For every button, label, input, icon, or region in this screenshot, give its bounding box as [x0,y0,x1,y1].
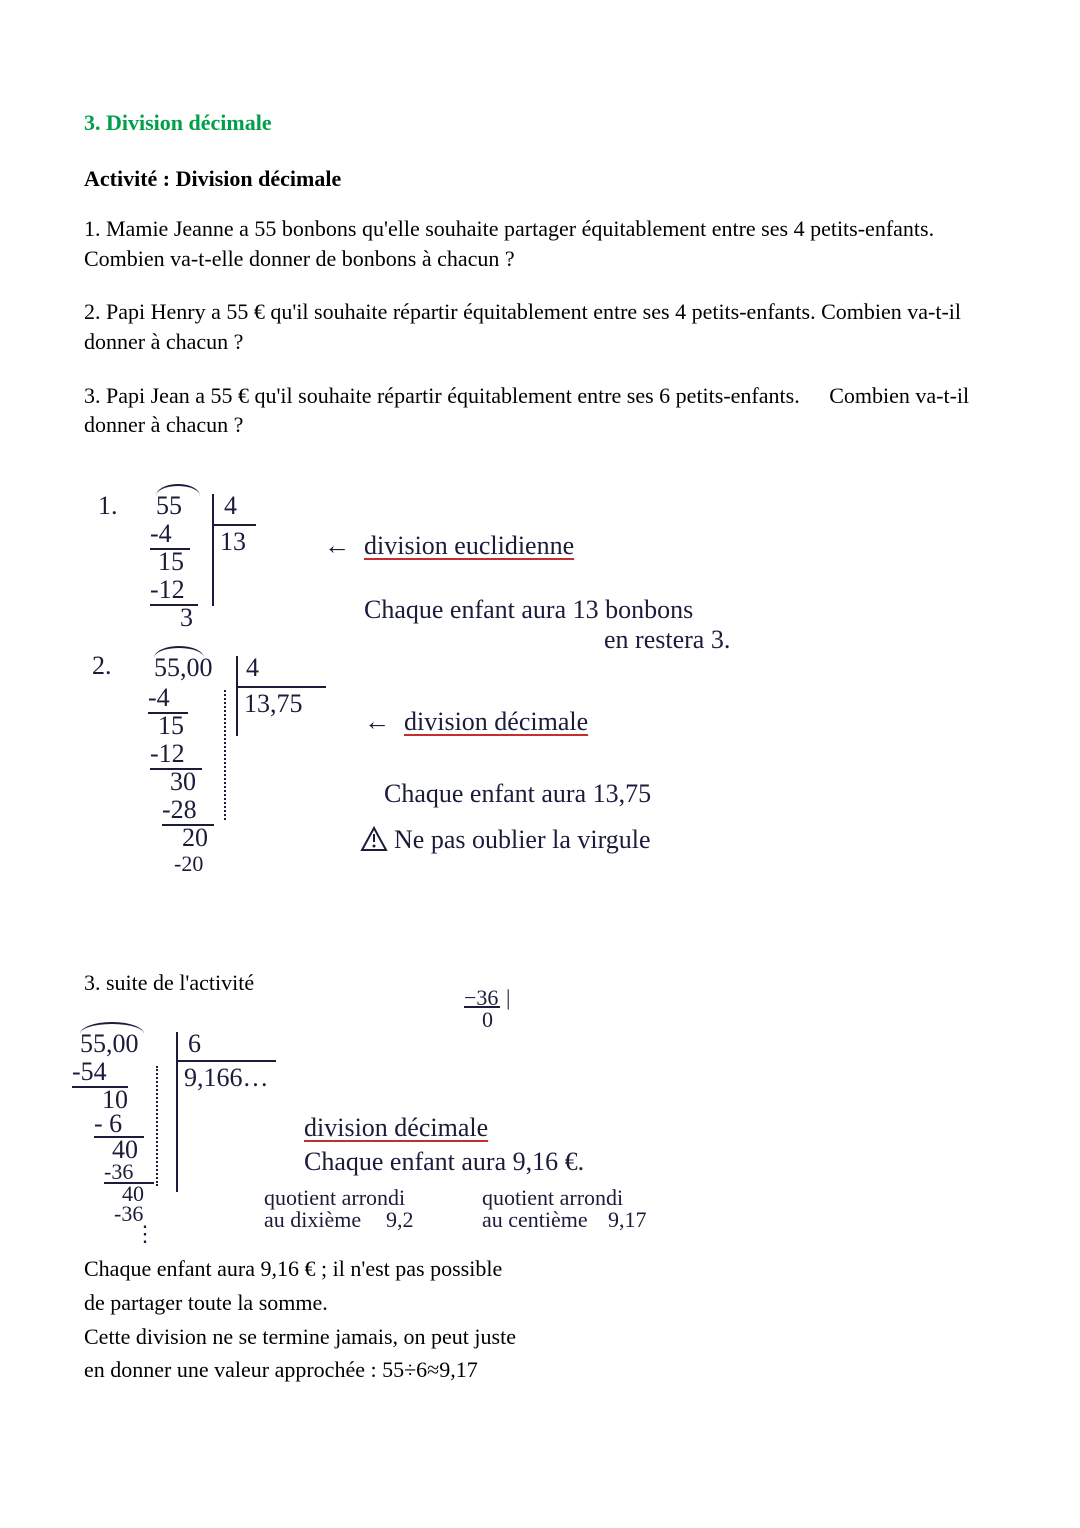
hand-txt2a: Chaque enfant aura 13,75 [384,778,651,811]
round-dix-lbl2: au dixième [264,1206,361,1234]
d1-r2: 3 [180,602,193,635]
division-vbar [212,494,214,606]
problem-3-line-c: donner à chacun ? [84,412,243,437]
bottom-l3: Cette division ne se termine jamais, on … [84,1322,996,1352]
d2-s4: -20 [174,850,203,878]
problem-1-line-b: Combien va-t-elle donner de bonbons à ch… [84,246,515,271]
arrow-left-icon: ← [364,706,390,739]
hand-txt1a: Chaque enfant aura 13 bonbons [364,594,693,627]
d1-q: 13 [220,526,246,559]
warning-icon [360,826,388,861]
d1-divisor: 4 [224,490,237,523]
handwritten-block-1: 1. 55 4 13 -4 15 -12 3 ← division euclid… [84,490,996,930]
round-dix-val: 9,2 [386,1206,414,1234]
d2-divisor: 4 [246,652,259,685]
round-cent-lbl2: au centième [482,1206,588,1234]
problem-3: 3. Papi Jean a 55 € qu'il souhaite répar… [84,381,996,440]
bottom-l1: Chaque enfant aura 9,16 € ; il n'est pas… [84,1254,996,1284]
problem-3-line-a: 3. Papi Jean a 55 € qu'il souhaite répar… [84,383,800,408]
dotted-vline [224,690,226,820]
concluding-paragraph: Chaque enfant aura 9,16 € ; il n'est pas… [84,1254,996,1385]
round-cent-val: 9,17 [608,1206,647,1234]
d2-q: 13,75 [244,688,303,721]
frag-den: 0 [482,1006,493,1034]
problem-2: 2. Papi Henry a 55 € qu'il souhaite répa… [84,297,996,356]
d2-dividend: 55,00 [154,652,213,685]
problem-1-line-a: 1. Mamie Jeanne a 55 bonbons qu'elle sou… [84,216,934,241]
label-decimal: division décimale [404,706,588,739]
hand-num-1: 1. [98,490,118,523]
section-heading: 3. Division décimale [84,110,996,136]
activity-subheading: Activité : Division décimale [84,166,996,192]
division-vbar [236,656,238,736]
d3-q: 9,166… [184,1062,269,1095]
hand-num-2: 2. [92,650,112,683]
d3-divisor: 6 [188,1028,201,1061]
frag-bar: | [506,984,510,1012]
problem-3-line-b: Combien va-t-il [829,383,969,408]
problem-1: 1. Mamie Jeanne a 55 bonbons qu'elle sou… [84,214,996,273]
continuation-label: 3. suite de l'activité [84,970,996,996]
bottom-l2: de partager toute la somme. [84,1288,996,1318]
d3-dots: ⋮ [134,1220,156,1248]
hand-txt3a: Chaque enfant aura 9,16 €. [304,1146,584,1179]
page: 3. Division décimale Activité : Division… [0,0,1080,1528]
division-vbar [176,1032,178,1192]
problem-2-line-a: 2. Papi Henry a 55 € qu'il souhaite répa… [84,299,961,324]
label-decimal-3: division décimale [304,1112,488,1145]
handwritten-block-2: −36 0 | 55,00 6 9,166… -54 10 - 6 40 -36… [84,1006,996,1236]
dotted-vline [156,1066,158,1186]
arrow-left-icon: ← [324,530,350,563]
label-euclid: division euclidienne [364,530,574,563]
problem-2-line-b: donner à chacun ? [84,329,243,354]
bottom-l4: en donner une valeur approchée : 55÷6≈9,… [84,1355,996,1385]
hand-txt2b: Ne pas oublier la virgule [394,824,651,857]
hand-txt1b: en restera 3. [604,624,730,657]
